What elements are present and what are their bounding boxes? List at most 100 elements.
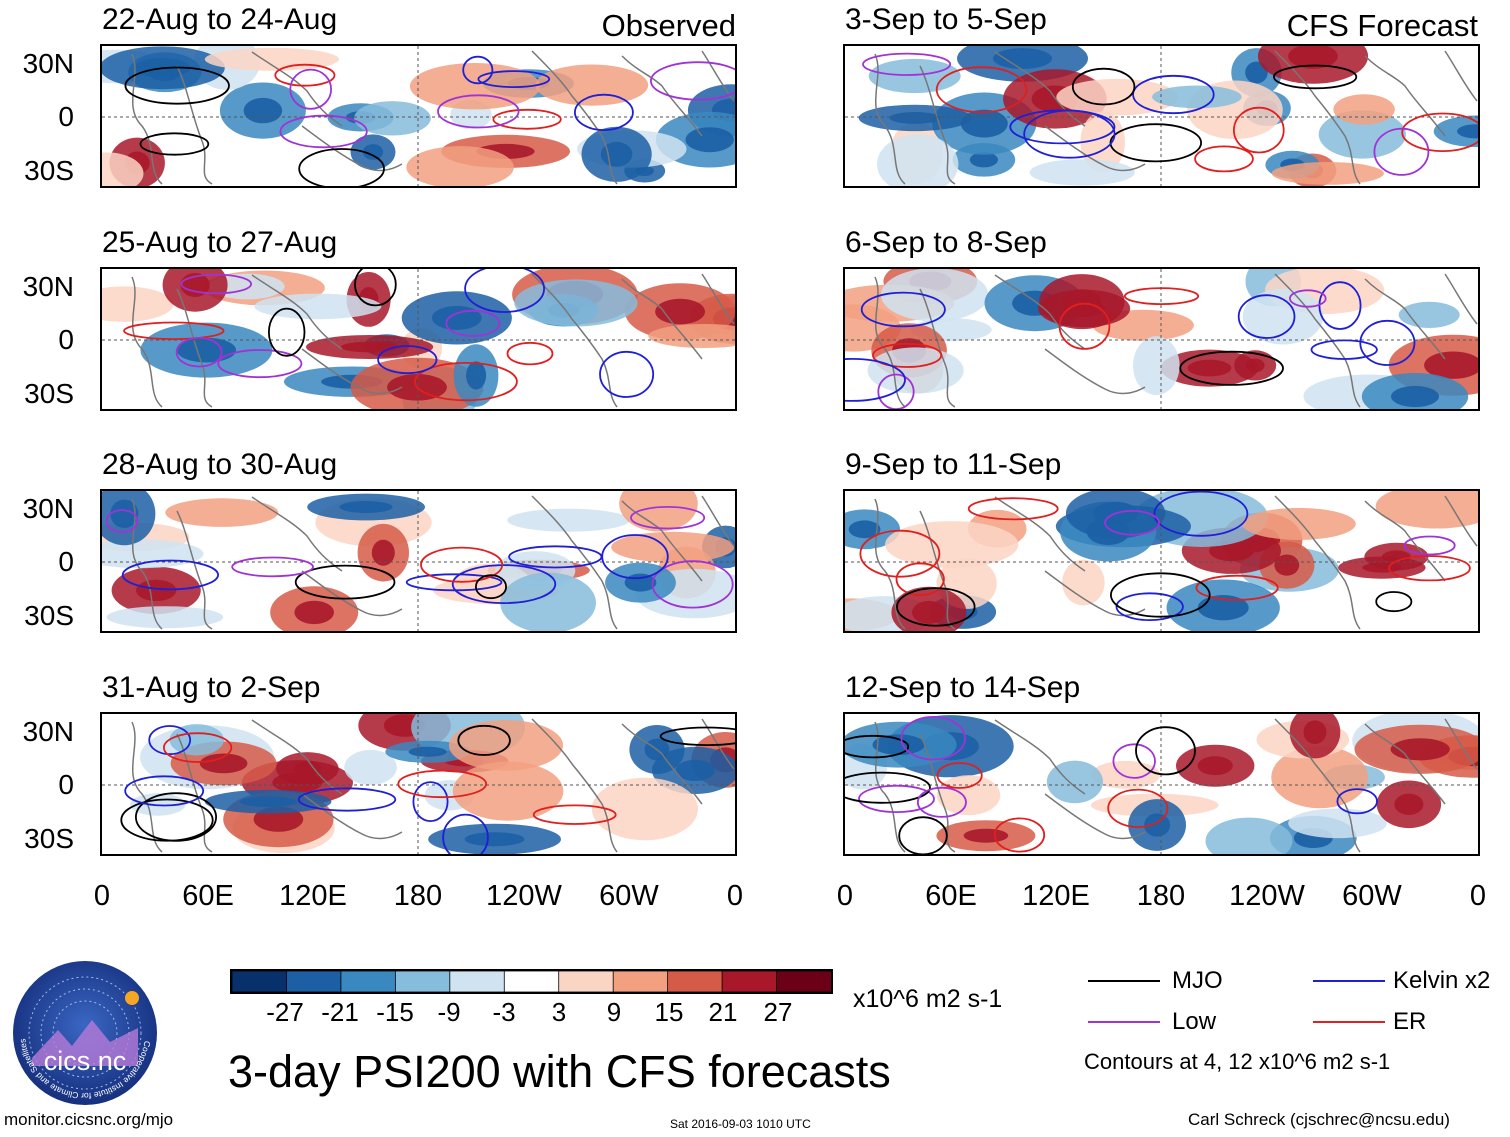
coastline [301, 793, 403, 840]
wave-contour [858, 784, 935, 814]
colorbar-swatch [340, 970, 397, 993]
wave-contour [845, 734, 910, 759]
colorbar-swatch [503, 970, 560, 993]
colorbar-label: -27 [266, 997, 304, 1027]
wave-contour [492, 108, 562, 130]
legend-label-kelvin: Kelvin x2 [1393, 967, 1491, 994]
anomaly-core [1187, 359, 1232, 377]
ytick-30s: 30S [24, 600, 74, 631]
colorbar-swatch [231, 970, 288, 993]
anomaly-blob [354, 101, 431, 136]
wave-contour [1373, 127, 1430, 176]
anomaly-blob [344, 749, 397, 785]
coastline [1364, 500, 1446, 582]
coastline [1044, 125, 1146, 172]
xtick-obs-0: 0 [93, 880, 111, 912]
coastline [531, 495, 618, 630]
anomaly-core [432, 305, 482, 330]
wave-contour [1288, 289, 1327, 308]
anomaly-core [199, 753, 248, 774]
anomaly-core [624, 573, 657, 592]
anomaly-core [408, 746, 447, 757]
wave-contour [1058, 302, 1111, 350]
coastline [1044, 348, 1146, 395]
colorbar-swatch [286, 970, 342, 993]
panel-title-fcst-3: 9-Sep to 11-Sep [845, 448, 1062, 481]
wave-contour [967, 497, 1059, 521]
anomaly-field-obs-1 [102, 46, 735, 186]
colorbar [230, 969, 833, 994]
anomaly-core [466, 361, 487, 390]
wave-contour [1115, 592, 1184, 621]
coastline [874, 53, 906, 185]
coastline [251, 719, 343, 795]
xtick-fcst-120e: 120E [1022, 880, 1090, 912]
anomaly-blob [448, 720, 564, 771]
coastline [176, 733, 213, 853]
colorbar-label: 9 [606, 997, 622, 1027]
observed-label: Observed [601, 8, 736, 43]
map-panel-obs-4 [100, 712, 737, 856]
wave-contour [936, 762, 983, 789]
anomaly-blob [1288, 808, 1387, 839]
ytick-30n: 30N [22, 271, 74, 302]
ytick-30s: 30S [24, 155, 74, 186]
wave-contour [451, 564, 557, 604]
colorbar-label: -9 [437, 997, 461, 1027]
colorbar-label: -21 [321, 997, 359, 1027]
wave-contour [217, 349, 303, 379]
anomaly-core [1394, 793, 1424, 815]
wave-contour [532, 804, 617, 825]
colorbar-swatch [394, 970, 451, 993]
anomaly-core [294, 600, 334, 625]
coastline [531, 50, 618, 185]
anomaly-blob [1398, 301, 1460, 328]
colorbar-label: 3 [551, 997, 567, 1027]
coastline [251, 496, 343, 572]
coastline [1274, 495, 1361, 630]
wave-contour [900, 716, 966, 761]
legend-label-mjo: MJO [1172, 967, 1223, 994]
colorbar-label: 15 [654, 997, 684, 1027]
wave-contour [859, 529, 941, 578]
wave-contour [445, 309, 501, 337]
wave-contour [298, 148, 385, 186]
anomaly-core [872, 734, 925, 755]
anomaly-core [136, 579, 177, 602]
wave-contour [1107, 788, 1169, 828]
wave-contour [916, 786, 967, 818]
anomaly-blob [1152, 85, 1242, 109]
coastline [919, 65, 956, 185]
xtick-fcst-120w: 120W [1229, 880, 1305, 912]
anomaly-blob [1333, 94, 1395, 125]
ytick-30s: 30S [24, 823, 74, 854]
anomaly-blob [500, 572, 596, 631]
coastline [621, 55, 703, 137]
coastline [1274, 718, 1361, 853]
anomaly-core [1288, 46, 1338, 69]
anomaly-blob [535, 64, 649, 106]
wave-contour [175, 336, 223, 368]
xtick-obs-120w: 120W [486, 880, 562, 912]
map-panel-obs-3 [100, 489, 737, 633]
wave-contour [1375, 591, 1413, 613]
panel-title-obs-3: 28-Aug to 30-Aug [102, 448, 338, 481]
anomaly-core [969, 152, 998, 168]
anomaly-core [341, 341, 399, 353]
xtick-fcst-60w: 60W [1342, 880, 1402, 912]
map-panel-fcst-4 [843, 712, 1480, 856]
wave-contour [413, 361, 518, 402]
anomaly-blob [514, 279, 638, 327]
wave-contour [412, 781, 449, 822]
wave-contour [124, 775, 205, 807]
wave-contour [279, 114, 368, 149]
ytick-30s: 30S [24, 378, 74, 409]
colorbar-label: 21 [708, 997, 738, 1027]
anomaly-blob [867, 347, 964, 394]
coastline [1444, 718, 1478, 770]
colorbar-swatch [449, 970, 506, 993]
coastline [1274, 50, 1361, 185]
coastline [874, 498, 906, 630]
coastline [1444, 495, 1478, 547]
wave-contour [464, 269, 545, 313]
